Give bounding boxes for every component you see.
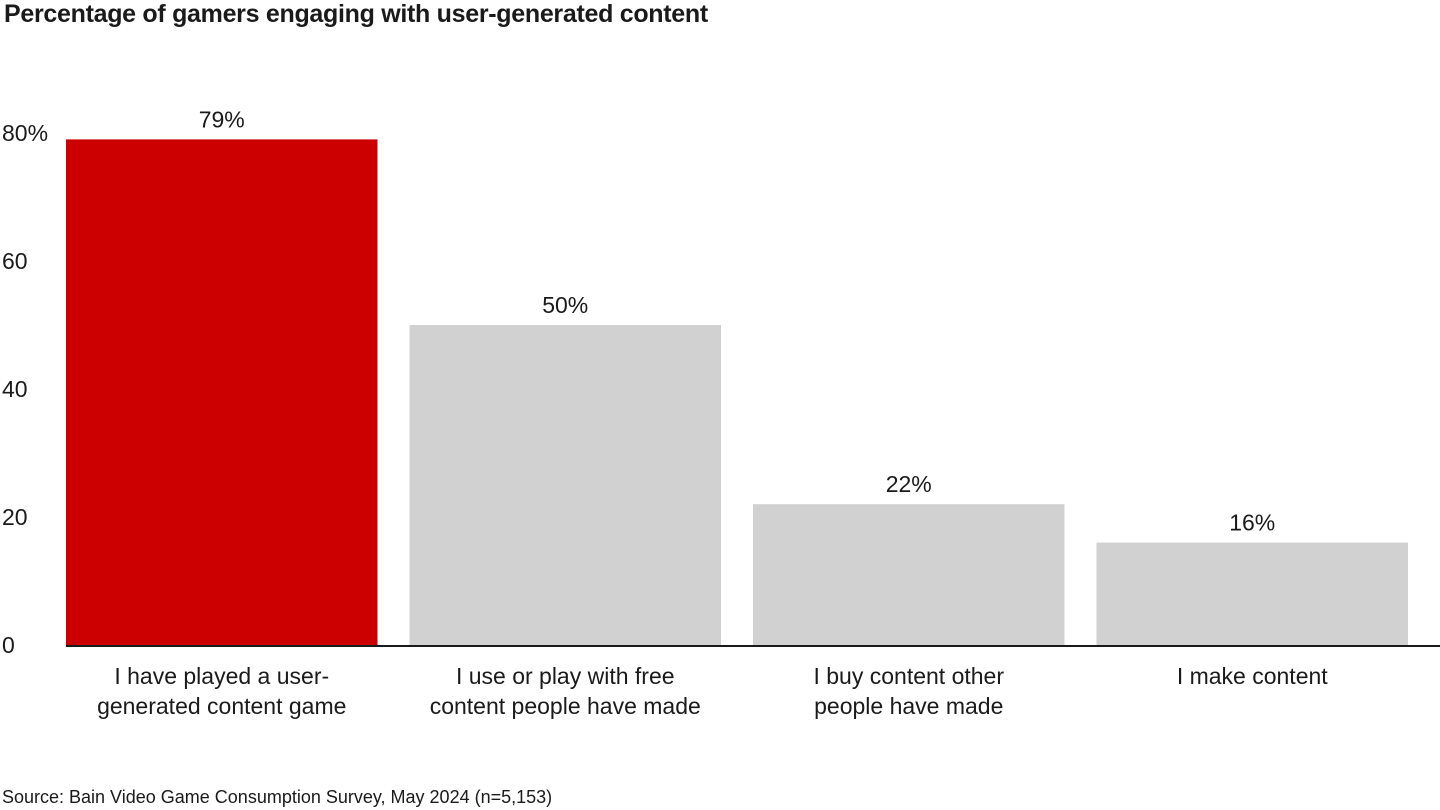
y-tick-label: 60	[2, 248, 28, 274]
category-label: I make content	[1177, 663, 1328, 689]
y-tick-label: 80%	[2, 120, 48, 146]
y-tick-label: 20	[2, 504, 28, 530]
value-label: 22%	[886, 471, 932, 497]
source-note: Source: Bain Video Game Consumption Surv…	[2, 787, 553, 807]
value-labels: 79% 50% 22% 16%	[199, 106, 1276, 535]
bar	[1096, 542, 1408, 645]
category-label: I buy content other	[813, 663, 1004, 689]
bar-chart: 0 20 40 60 80% 79% 50% 22% 16% I have played a …	[2, 106, 1440, 719]
y-tick-label: 40	[2, 376, 28, 402]
category-labels: I have played a user-generated content g…	[97, 663, 1328, 719]
y-tick-label: 0	[2, 632, 15, 658]
chart-title: Percentage of gamers engaging with user-…	[4, 0, 708, 28]
bar	[409, 325, 721, 645]
bar	[753, 504, 1065, 645]
bar	[66, 139, 378, 645]
bars	[66, 139, 1408, 645]
value-label: 50%	[542, 292, 588, 318]
category-label: generated content game	[97, 693, 346, 719]
value-label: 16%	[1229, 510, 1275, 536]
category-label: I have played a user-	[114, 663, 329, 689]
y-axis-ticks: 0 20 40 60 80%	[2, 120, 48, 658]
category-label: content people have made	[430, 693, 701, 719]
value-label: 79%	[199, 106, 245, 132]
category-label: people have made	[814, 693, 1003, 719]
category-label: I use or play with free	[456, 663, 675, 689]
